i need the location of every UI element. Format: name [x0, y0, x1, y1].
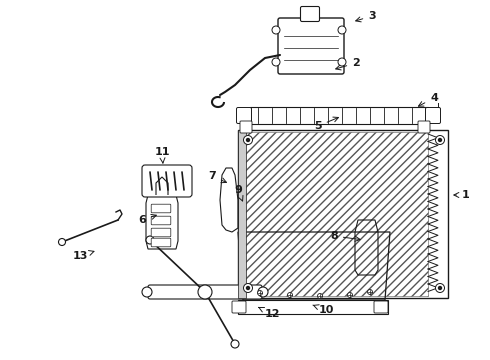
- Bar: [240, 132, 428, 296]
- Text: 13: 13: [73, 251, 94, 261]
- Text: 1: 1: [454, 190, 470, 200]
- FancyBboxPatch shape: [237, 108, 251, 123]
- Text: 11: 11: [154, 147, 170, 163]
- FancyBboxPatch shape: [151, 238, 171, 247]
- Text: 6: 6: [138, 215, 156, 225]
- Circle shape: [368, 289, 372, 294]
- FancyBboxPatch shape: [151, 216, 171, 225]
- Circle shape: [231, 340, 239, 348]
- Circle shape: [272, 58, 280, 66]
- FancyBboxPatch shape: [418, 121, 430, 133]
- FancyBboxPatch shape: [240, 121, 252, 133]
- FancyBboxPatch shape: [148, 285, 262, 299]
- Circle shape: [246, 287, 249, 289]
- FancyBboxPatch shape: [151, 204, 171, 213]
- Text: 10: 10: [313, 305, 334, 315]
- Text: 3: 3: [356, 11, 376, 22]
- Circle shape: [439, 139, 441, 141]
- Circle shape: [244, 135, 252, 144]
- Circle shape: [146, 236, 154, 244]
- Text: 12: 12: [259, 307, 280, 319]
- Circle shape: [244, 284, 252, 292]
- Circle shape: [142, 287, 152, 297]
- Circle shape: [272, 26, 280, 34]
- Text: 8: 8: [330, 231, 360, 241]
- Bar: [238, 300, 388, 314]
- Circle shape: [258, 287, 268, 297]
- Circle shape: [258, 291, 263, 296]
- Circle shape: [436, 135, 444, 144]
- Text: 7: 7: [208, 171, 226, 183]
- Text: 4: 4: [418, 93, 438, 106]
- FancyBboxPatch shape: [374, 301, 388, 313]
- Bar: [238, 130, 448, 298]
- Circle shape: [439, 287, 441, 289]
- Text: 5: 5: [314, 117, 339, 131]
- FancyBboxPatch shape: [232, 301, 246, 313]
- Circle shape: [347, 292, 352, 297]
- FancyBboxPatch shape: [142, 165, 192, 197]
- FancyBboxPatch shape: [151, 228, 171, 237]
- FancyBboxPatch shape: [278, 18, 344, 74]
- Circle shape: [246, 139, 249, 141]
- FancyBboxPatch shape: [425, 108, 441, 123]
- Circle shape: [436, 284, 444, 292]
- Text: 2: 2: [336, 58, 360, 70]
- FancyBboxPatch shape: [300, 6, 319, 22]
- Circle shape: [318, 293, 322, 298]
- Text: 9: 9: [234, 185, 243, 201]
- Circle shape: [338, 58, 346, 66]
- Circle shape: [288, 292, 293, 297]
- Circle shape: [58, 239, 66, 246]
- Circle shape: [338, 26, 346, 34]
- Bar: [250, 107, 428, 124]
- Circle shape: [198, 285, 212, 299]
- Bar: [238, 130, 246, 298]
